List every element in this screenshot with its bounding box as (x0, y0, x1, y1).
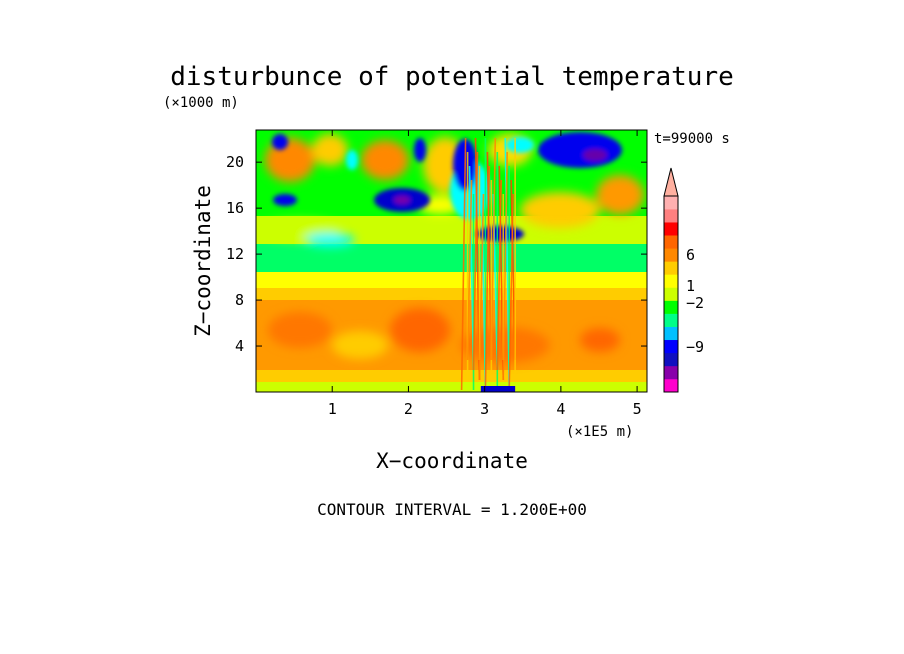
y-axis-ticks: 4 8 12 16 20 (226, 153, 647, 355)
anomaly-cold (414, 138, 426, 162)
plot-frame (255, 129, 648, 393)
blob (361, 140, 409, 180)
x-tick-label: 3 (480, 400, 489, 418)
y-unit-label: (×1000 m) (163, 95, 239, 111)
anomaly-cold (538, 132, 622, 168)
x-tick-label: 2 (404, 400, 413, 418)
field-band-surface (256, 382, 647, 392)
colorbar-segment (664, 287, 678, 301)
heatmap-field (256, 130, 647, 392)
chart-title: disturbunce of potential temperature (170, 62, 734, 92)
colorbar-segment (664, 235, 678, 249)
colorbar-segment (664, 378, 678, 393)
y-tick-label: 20 (226, 153, 244, 171)
colorbar-segment (664, 196, 678, 210)
y-tick-label: 16 (226, 199, 244, 217)
wave-stripe (508, 193, 514, 391)
wave-stripe (496, 179, 503, 371)
x-unit-label: (×1E5 m) (566, 424, 633, 440)
colorbar-extend-arrow (663, 167, 679, 197)
colorbar-label: −9 (686, 338, 704, 356)
anomaly-cold-core (583, 149, 607, 161)
colorbar-label: −2 (686, 294, 704, 312)
colorbar-segment (664, 352, 678, 367)
colorbar-segment (664, 313, 678, 327)
x-axis-label: X−coordinate (376, 449, 528, 473)
y-tick-label: 12 (226, 245, 244, 263)
blob (332, 331, 388, 359)
colorbar-segment (664, 326, 678, 341)
anomaly-cold (272, 134, 288, 150)
wave-stripes (460, 137, 516, 392)
anomaly-cold-core (394, 196, 410, 204)
wave-stripe (478, 193, 485, 381)
blob (580, 328, 620, 352)
colorbar-segment (664, 300, 678, 314)
wave-stripe (472, 151, 479, 371)
y-tick-label: 4 (235, 337, 244, 355)
field-band-1km (256, 370, 647, 384)
blob (305, 233, 355, 247)
wave-stripe (484, 165, 491, 391)
blob (596, 175, 644, 215)
wave-stripe (460, 137, 467, 391)
colorbar-segment (664, 339, 678, 354)
blob (520, 192, 600, 228)
anomaly-cool (506, 137, 534, 153)
x-tick-label: 1 (328, 400, 337, 418)
field-band-9km (256, 288, 647, 302)
blob (460, 327, 550, 363)
contour-interval-label: CONTOUR INTERVAL = 1.200E+00 (317, 500, 587, 519)
colorbar-segment (664, 365, 678, 380)
x-tick-label: 5 (633, 400, 642, 418)
time-label: t=99000 s (654, 131, 730, 147)
x-tick-label: 4 (556, 400, 565, 418)
colorbar-frame (663, 195, 679, 393)
blob (390, 308, 450, 352)
wave-stripe (490, 137, 497, 361)
y-axis-label: Z−coordinate (191, 185, 215, 337)
field-band-12km (256, 244, 647, 274)
colorbar-segment (664, 209, 678, 223)
x-axis-ticks: 1 2 3 4 5 (328, 130, 642, 418)
blob (268, 312, 332, 348)
field-band-10km (256, 272, 647, 290)
colorbar-segment (664, 261, 678, 275)
colorbar-label: 1 (686, 277, 695, 295)
wave-stripe (502, 151, 509, 381)
anomaly-cold (273, 194, 297, 206)
surface-cold-patch (480, 386, 516, 392)
wave-stripe (466, 179, 473, 361)
anomaly-cool (346, 150, 358, 170)
colorbar-segment (664, 248, 678, 262)
blob (312, 134, 348, 166)
colorbar: 6 1−2 −9 (663, 167, 704, 393)
colorbar-segment (664, 274, 678, 288)
y-tick-label: 8 (235, 291, 244, 309)
colorbar-label: 6 (686, 246, 695, 264)
colorbar-segment (664, 222, 678, 236)
